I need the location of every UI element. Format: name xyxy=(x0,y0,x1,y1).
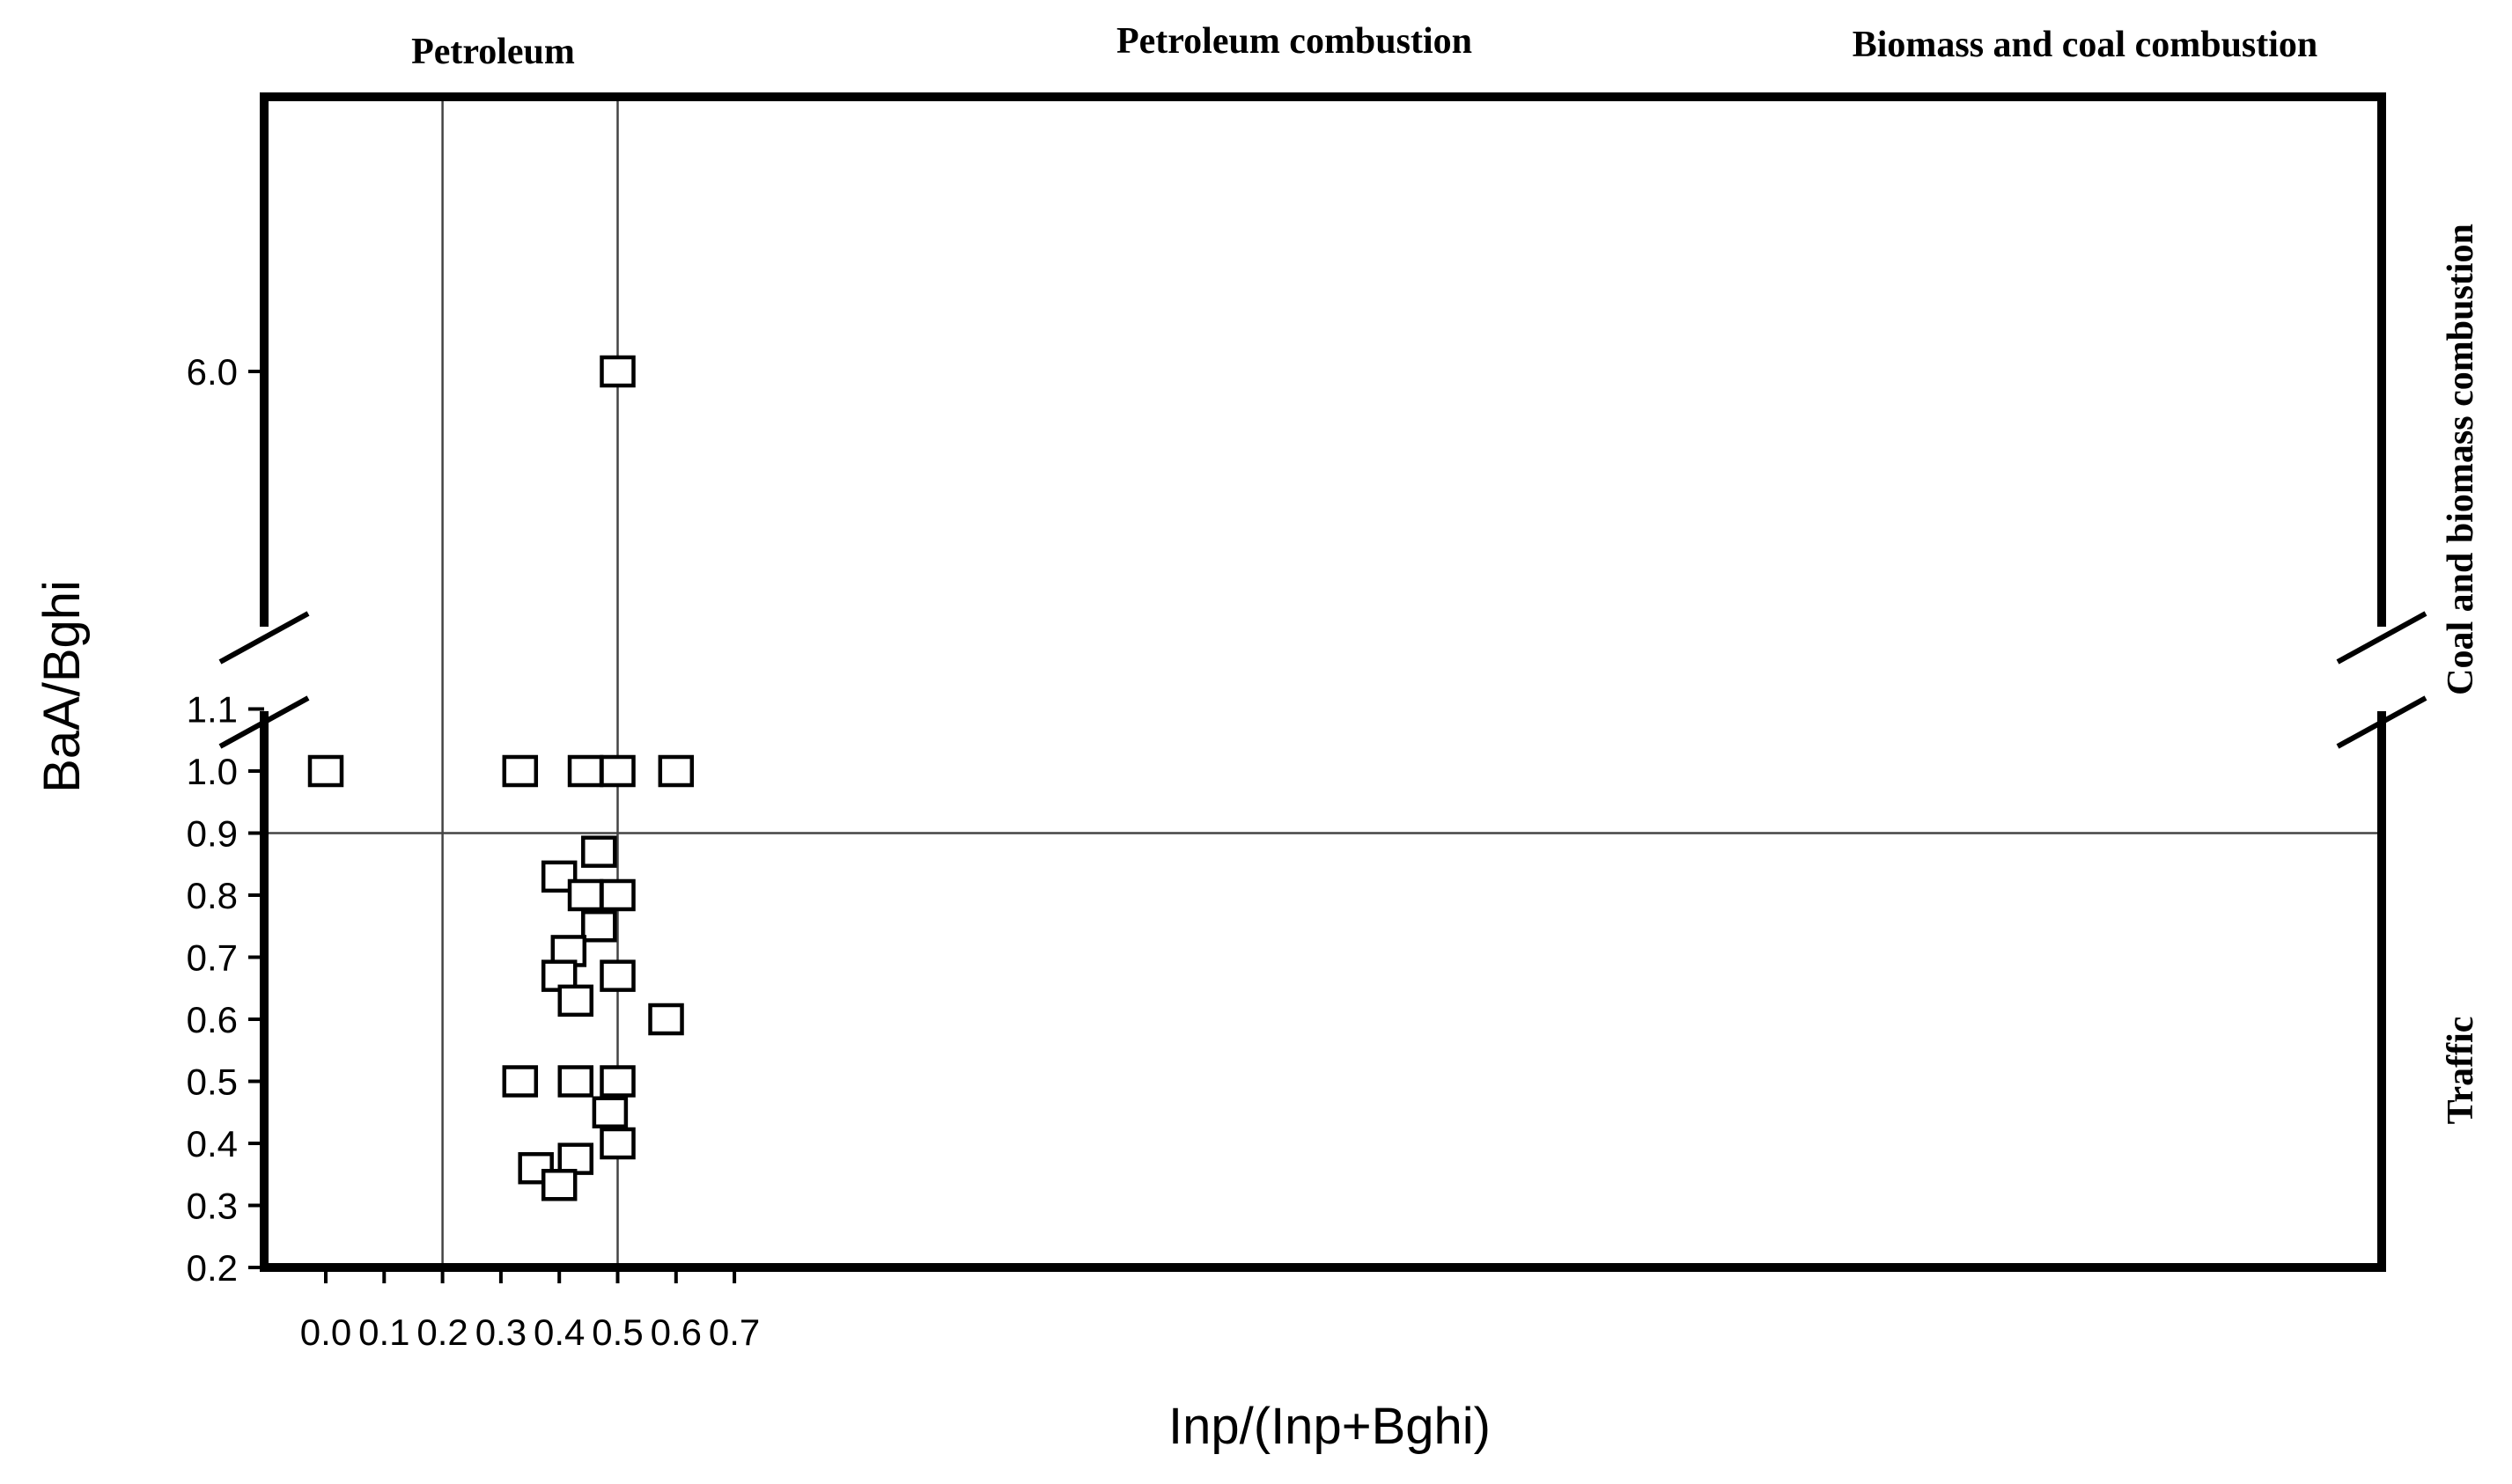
y-tick-label-9: 1.1 xyxy=(187,689,238,731)
region-label-traffic: Traffic xyxy=(2441,1017,2481,1125)
y-axis-title: BaA/Bghi xyxy=(33,580,91,793)
x-tick-label-7: 0.7 xyxy=(709,1311,760,1353)
region-label-coal-biomass-combustion: Coal and biomass combustion xyxy=(2441,224,2481,695)
y-tick-label-10: 6.0 xyxy=(187,351,238,393)
y-tick-label-4: 0.6 xyxy=(187,999,238,1040)
data-points xyxy=(307,355,695,1201)
data-point-13 xyxy=(600,959,636,992)
x-tick-label-0: 0.0 xyxy=(300,1311,351,1353)
data-point-17 xyxy=(557,1065,594,1098)
axis-break-left-lower xyxy=(218,695,310,749)
data-point-8 xyxy=(567,878,604,912)
data-point-19 xyxy=(592,1096,629,1128)
y-tick-label-0: 0.2 xyxy=(187,1247,238,1289)
data-point-2 xyxy=(567,754,604,788)
data-point-1 xyxy=(502,754,539,788)
region-labels: Petroleum Petroleum combustion Biomass a… xyxy=(411,21,2481,1124)
y-tick-label-7: 0.9 xyxy=(187,813,238,855)
axis-break-marks xyxy=(218,611,2427,749)
x-tick-label-2: 0.2 xyxy=(416,1311,468,1353)
axis-break-right-upper xyxy=(2336,611,2427,665)
x-tick-label-4: 0.4 xyxy=(534,1311,585,1353)
data-point-3 xyxy=(600,754,636,788)
data-point-9 xyxy=(600,878,636,912)
x-tick-label-3: 0.3 xyxy=(475,1311,527,1353)
y-tick-label-2: 0.4 xyxy=(187,1123,238,1164)
data-point-20 xyxy=(600,1127,636,1160)
data-point-18 xyxy=(600,1065,636,1098)
x-tick-label-1: 0.1 xyxy=(358,1311,409,1353)
x-axis-ticks: 0.0 0.1 0.2 0.3 0.4 0.5 0.6 0.7 xyxy=(300,1267,760,1353)
region-label-biomass-coal-combustion: Biomass and coal combustion xyxy=(1853,25,2318,65)
axis-break-right-lower xyxy=(2336,695,2427,749)
data-point-5 xyxy=(600,355,636,388)
data-point-10 xyxy=(581,910,617,943)
y-tick-label-1: 0.3 xyxy=(187,1186,238,1227)
data-point-16 xyxy=(502,1065,539,1098)
data-point-0 xyxy=(307,754,344,788)
data-point-21 xyxy=(557,1142,594,1175)
x-axis-title: Inp/(Inp+Bghi) xyxy=(1168,1398,1491,1455)
region-label-petroleum: Petroleum xyxy=(411,32,575,72)
data-point-23 xyxy=(541,1168,578,1201)
y-axis-ticks: 0.2 0.3 0.4 0.5 0.6 0.7 0.8 0.9 1.0 1.1 6.0 xyxy=(187,351,264,1289)
y-tick-label-6: 0.8 xyxy=(187,875,238,916)
data-point-14 xyxy=(557,984,594,1017)
axis-break-left-upper xyxy=(218,611,310,665)
y-tick-label-8: 1.0 xyxy=(187,751,238,792)
data-point-6 xyxy=(581,835,617,868)
x-tick-label-6: 0.6 xyxy=(651,1311,702,1353)
y-tick-label-3: 0.5 xyxy=(187,1062,238,1103)
region-label-petroleum-combustion: Petroleum combustion xyxy=(1116,21,1472,62)
data-point-15 xyxy=(648,1003,684,1036)
data-point-4 xyxy=(658,754,695,788)
x-tick-label-5: 0.5 xyxy=(592,1311,643,1353)
y-tick-label-5: 0.7 xyxy=(187,937,238,979)
